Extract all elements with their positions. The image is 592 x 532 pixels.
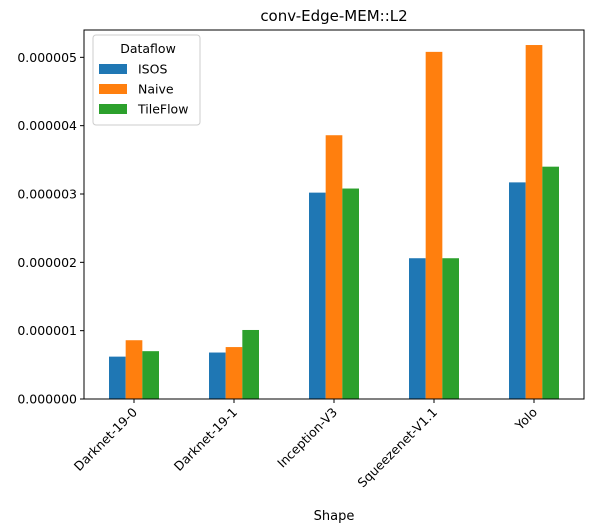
bar-tileflow-2 (342, 188, 359, 399)
y-tick-label: 0.000002 (17, 255, 77, 270)
bar-tileflow-4 (542, 166, 559, 399)
legend-label-naive: Naive (138, 82, 174, 97)
bar-naive-4 (525, 45, 543, 399)
legend-label-isos: ISOS (138, 62, 167, 77)
chart-title: conv-Edge-MEM::L2 (260, 7, 407, 25)
legend-title: Dataflow (120, 41, 176, 56)
bar-tileflow-0 (142, 351, 159, 399)
legend-swatch-naive (99, 84, 127, 94)
y-tick-label: 0.000001 (17, 323, 77, 338)
y-tick-label: 0.000000 (17, 392, 77, 407)
bar-tileflow-3 (442, 258, 459, 399)
plot-frame (83, 29, 585, 400)
x-tick-label: Squeezenet-V1.1 (354, 405, 440, 491)
bar-naive-2 (325, 135, 343, 400)
bar-naive-3 (425, 51, 443, 400)
x-tick-label: Darknet-19-1 (171, 405, 240, 474)
x-tick-label: Yolo (511, 405, 540, 434)
x-tick-label: Inception-V3 (274, 405, 340, 471)
legend: Dataflow ISOS Naive TileFlow (92, 34, 201, 126)
x-tick-label: Darknet-19-0 (71, 404, 140, 473)
bar-tileflow-1 (242, 329, 259, 399)
bar-naive-0 (125, 340, 143, 399)
legend-swatch-isos (99, 64, 127, 74)
y-axis: 0.000000 0.000001 0.000002 0.000003 0.000004… (17, 50, 84, 407)
bar-isos-3 (409, 258, 426, 399)
bar-naive-1 (225, 347, 243, 399)
legend-label-tileflow: TileFlow (137, 102, 188, 117)
bar-isos-0 (109, 356, 126, 399)
bar-isos-4 (509, 182, 526, 399)
y-tick-label: 0.000003 (17, 187, 77, 202)
y-tick-label: 0.000005 (17, 50, 77, 65)
legend-swatch-tileflow (99, 104, 127, 114)
legend-frame (92, 34, 201, 126)
bar-isos-1 (209, 352, 226, 399)
x-axis: Darknet-19-0 Darknet-19-1 Inception-V3 Sque… (71, 399, 540, 490)
x-axis-label: Shape (314, 509, 355, 524)
bars-group (109, 45, 559, 400)
y-tick-label: 0.000004 (17, 118, 77, 133)
bar-isos-2 (309, 192, 326, 399)
